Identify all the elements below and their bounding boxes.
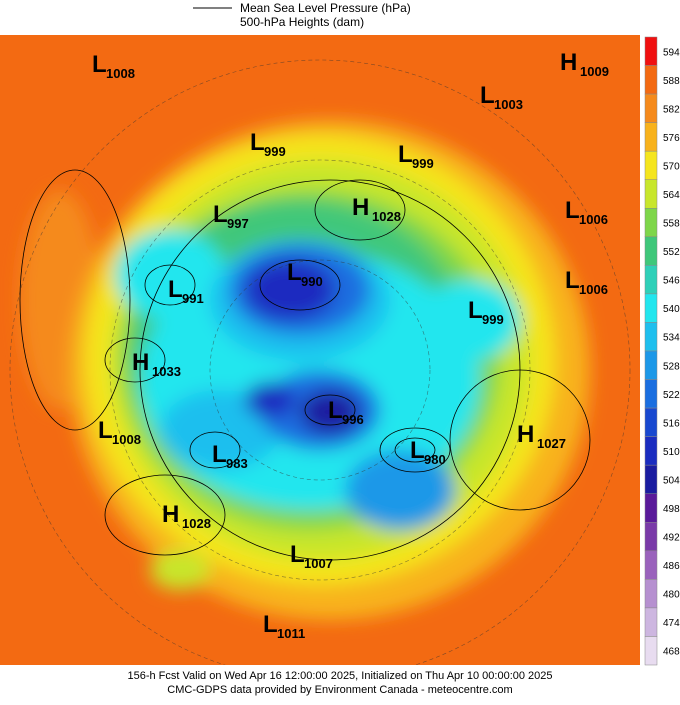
- colorbar-label: 594: [663, 47, 680, 58]
- legend-text: 500-hPa Heights (dam): [240, 15, 364, 29]
- center-letter: L: [565, 267, 580, 294]
- map: [0, 35, 640, 665]
- colorbar-cell: [644, 36, 658, 66]
- center-value: 999: [264, 144, 286, 159]
- center-letter: L: [328, 397, 343, 424]
- center-value: 1007: [304, 556, 333, 571]
- center-letter: H: [560, 49, 577, 76]
- center-value: 996: [342, 412, 364, 427]
- colorbar-label: 468: [663, 647, 680, 658]
- colorbar-cell: [644, 379, 658, 409]
- colorbar-cell: [644, 122, 658, 152]
- center-letter: L: [410, 437, 425, 464]
- colorbar-cell: [644, 65, 658, 95]
- colorbar-label: 582: [663, 104, 680, 115]
- center-value: 1006: [579, 282, 608, 297]
- center-letter: L: [250, 129, 265, 156]
- center-value: 983: [226, 456, 248, 471]
- colorbar-label: 552: [663, 247, 680, 258]
- center-value: 999: [412, 156, 434, 171]
- colorbar-cell: [644, 293, 658, 323]
- colorbar-label: 480: [663, 590, 680, 601]
- footer-text: CMC-GDPS data provided by Environment Ca…: [167, 684, 512, 696]
- colorbar-label: 564: [663, 190, 680, 201]
- colorbar: 594 588 582 576 570 564 558 552 546 540 534 528 522 5…: [644, 36, 680, 666]
- center-letter: H: [162, 501, 179, 528]
- center-letter: L: [287, 259, 302, 286]
- colorbar-label: 558: [663, 219, 680, 230]
- colorbar-cell: [644, 493, 658, 523]
- colorbar-label: 576: [663, 133, 680, 144]
- center-letter: L: [92, 51, 107, 78]
- colorbar-cell: [644, 407, 658, 437]
- colorbar-cell: [644, 550, 658, 580]
- center-letter: L: [213, 201, 228, 228]
- colorbar-label: 474: [663, 618, 680, 629]
- center-value: 997: [227, 216, 249, 231]
- center-value: 1003: [494, 97, 523, 112]
- center-value: 1011: [277, 626, 305, 641]
- center-value: 1028: [372, 209, 401, 224]
- colorbar-cell: [644, 607, 658, 637]
- center-value: 1027: [537, 436, 566, 451]
- colorbar-cell: [644, 265, 658, 295]
- colorbar-label: 510: [663, 447, 680, 458]
- center-value: 999: [482, 312, 504, 327]
- center-letter: L: [480, 82, 495, 109]
- colorbar-cell: [644, 522, 658, 552]
- colorbar-label: 486: [663, 561, 680, 572]
- footer-text: 156-h Fcst Valid on Wed Apr 16 12:00:00 …: [127, 670, 552, 682]
- center-letter: L: [565, 197, 580, 224]
- colorbar-label: 498: [663, 504, 680, 515]
- center-letter: L: [168, 276, 183, 303]
- colorbar-label: 546: [663, 276, 680, 287]
- colorbar-cell: [644, 236, 658, 266]
- colorbar-label: 588: [663, 76, 680, 87]
- colorbar-label: 504: [663, 475, 680, 486]
- colorbar-label: 570: [663, 161, 680, 172]
- colorbar-label: 516: [663, 418, 680, 429]
- colorbar-cell: [644, 464, 658, 494]
- center-letter: H: [517, 421, 534, 448]
- center-letter: L: [398, 141, 413, 168]
- center-value: 1008: [106, 66, 135, 81]
- center-value: 1008: [112, 432, 141, 447]
- legend-text: Mean Sea Level Pressure (hPa): [240, 1, 411, 15]
- colorbar-label: 492: [663, 533, 680, 544]
- center-value: 1028: [182, 516, 211, 531]
- center-letter: L: [263, 611, 278, 638]
- colorbar-cell: [644, 93, 658, 123]
- center-letter: L: [290, 541, 305, 568]
- colorbar-label: 528: [663, 361, 680, 372]
- center-value: 991: [182, 291, 204, 306]
- center-value: 1009: [580, 64, 609, 79]
- colorbar-label: 522: [663, 390, 680, 401]
- center-letter: H: [132, 349, 149, 376]
- center-letter: H: [352, 194, 369, 221]
- colorbar-cell: [644, 636, 658, 666]
- colorbar-cell: [644, 179, 658, 209]
- colorbar-label: 540: [663, 304, 680, 315]
- center-letter: L: [212, 441, 227, 468]
- colorbar-cell: [644, 579, 658, 609]
- center-value: 1006: [579, 212, 608, 227]
- colorbar-cell: [644, 150, 658, 180]
- center-letter: L: [468, 297, 483, 324]
- center-value: 1033: [152, 364, 181, 379]
- center-value: 980: [424, 452, 446, 467]
- colorbar-cell: [644, 350, 658, 380]
- colorbar-cell: [644, 208, 658, 238]
- colorbar-label: 534: [663, 333, 680, 344]
- colorbar-cell: [644, 322, 658, 352]
- center-value: 990: [301, 274, 323, 289]
- center-letter: L: [98, 417, 113, 444]
- colorbar-cell: [644, 436, 658, 466]
